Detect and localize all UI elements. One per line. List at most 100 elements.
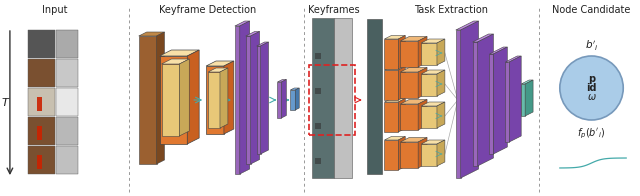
Bar [315, 158, 321, 164]
Bar [28, 59, 56, 87]
Polygon shape [385, 99, 405, 102]
Polygon shape [506, 62, 509, 142]
Text: $f_p(b'_i)$: $f_p(b'_i)$ [577, 127, 605, 141]
Polygon shape [188, 50, 199, 144]
Text: $b'_i$: $b'_i$ [585, 39, 598, 53]
Polygon shape [235, 21, 250, 26]
Polygon shape [277, 82, 282, 118]
Polygon shape [456, 30, 461, 178]
Polygon shape [385, 102, 398, 132]
Polygon shape [291, 88, 300, 90]
Polygon shape [398, 136, 405, 170]
Bar [56, 88, 78, 116]
Polygon shape [472, 42, 477, 166]
Polygon shape [179, 59, 189, 136]
Polygon shape [139, 32, 164, 36]
Polygon shape [208, 72, 220, 128]
Polygon shape [490, 54, 493, 154]
Polygon shape [521, 80, 533, 84]
Polygon shape [159, 56, 188, 144]
Polygon shape [246, 36, 251, 164]
Text: Input: Input [42, 5, 67, 15]
Bar [334, 18, 352, 178]
Text: Task Extraction: Task Extraction [414, 5, 488, 15]
Polygon shape [385, 35, 405, 39]
Polygon shape [493, 47, 508, 154]
Polygon shape [398, 66, 405, 100]
Polygon shape [159, 50, 199, 56]
Bar [28, 146, 56, 174]
Polygon shape [477, 34, 493, 166]
Polygon shape [418, 67, 427, 98]
Polygon shape [437, 70, 445, 96]
Text: Keyframe Detection: Keyframe Detection [159, 5, 257, 15]
Polygon shape [385, 39, 398, 69]
Polygon shape [456, 21, 479, 30]
Bar [56, 117, 78, 145]
Polygon shape [398, 99, 405, 132]
Polygon shape [206, 66, 224, 134]
Polygon shape [421, 39, 445, 43]
Polygon shape [421, 144, 437, 166]
Polygon shape [490, 47, 508, 54]
Polygon shape [246, 32, 260, 36]
Bar [28, 88, 56, 116]
Bar [36, 155, 42, 169]
Polygon shape [385, 66, 405, 70]
Polygon shape [291, 90, 295, 110]
Polygon shape [461, 21, 479, 178]
Bar [56, 59, 78, 87]
Polygon shape [421, 43, 437, 65]
Bar [312, 18, 334, 178]
Polygon shape [400, 138, 427, 142]
Circle shape [560, 56, 623, 120]
Text: id: id [586, 83, 596, 93]
Polygon shape [240, 21, 250, 174]
Bar [36, 97, 42, 111]
Polygon shape [472, 34, 493, 42]
Polygon shape [421, 106, 437, 128]
Polygon shape [400, 36, 427, 41]
Polygon shape [260, 42, 269, 154]
Polygon shape [506, 56, 521, 62]
Polygon shape [385, 140, 398, 170]
Bar [36, 126, 42, 140]
Bar [315, 123, 321, 129]
Text: T: T [1, 98, 8, 108]
Polygon shape [257, 46, 260, 154]
Polygon shape [161, 64, 179, 136]
Polygon shape [418, 36, 427, 67]
Bar [367, 19, 383, 174]
Polygon shape [398, 35, 405, 69]
Polygon shape [282, 80, 286, 118]
Text: $\omega$: $\omega$ [587, 92, 596, 102]
Polygon shape [206, 61, 234, 66]
Text: Node Candidate: Node Candidate [552, 5, 630, 15]
Polygon shape [385, 136, 405, 140]
Bar [56, 30, 78, 58]
Polygon shape [421, 70, 445, 74]
Polygon shape [385, 70, 398, 100]
Polygon shape [251, 32, 260, 164]
Polygon shape [400, 100, 427, 104]
Polygon shape [277, 80, 286, 82]
Text: p: p [588, 74, 595, 84]
Polygon shape [295, 88, 300, 110]
Polygon shape [421, 102, 445, 106]
Polygon shape [418, 138, 427, 168]
Bar [56, 146, 78, 174]
Polygon shape [235, 26, 240, 174]
Polygon shape [400, 104, 418, 130]
Polygon shape [257, 42, 269, 46]
Polygon shape [400, 41, 418, 67]
Polygon shape [157, 32, 164, 164]
Bar [315, 53, 321, 59]
Bar [28, 30, 56, 58]
Polygon shape [421, 140, 445, 144]
Polygon shape [437, 140, 445, 166]
Polygon shape [437, 102, 445, 128]
Polygon shape [525, 80, 533, 116]
Polygon shape [220, 68, 228, 128]
Polygon shape [400, 67, 427, 72]
Polygon shape [208, 68, 228, 72]
